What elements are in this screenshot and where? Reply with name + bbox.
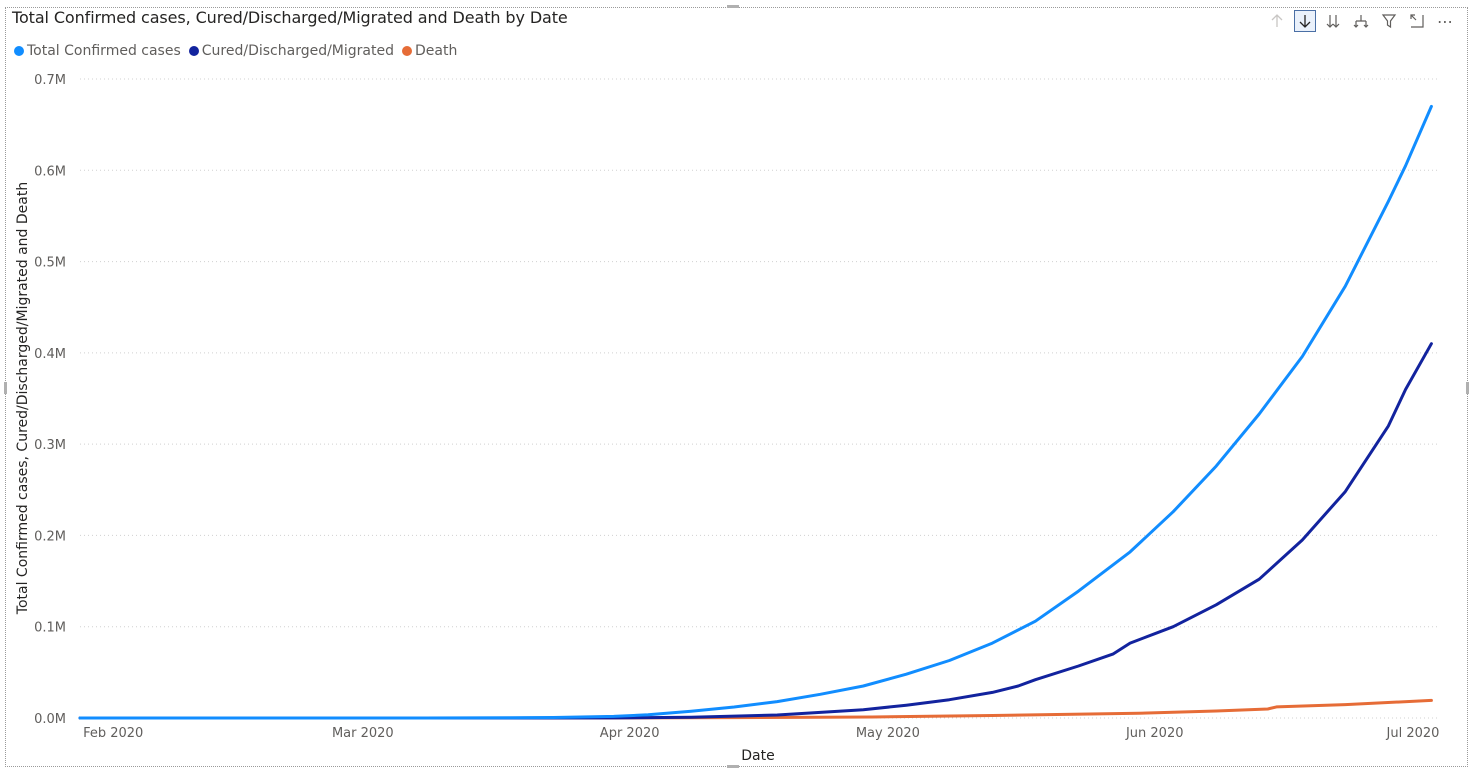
x-tick-label: Mar 2020 (332, 726, 394, 741)
y-axis-title: Total Confirmed cases, Cured/Discharged/… (15, 182, 31, 615)
x-tick-label: Jul 2020 (1386, 726, 1440, 741)
drill-down-icon[interactable] (1294, 10, 1316, 32)
legend-marker-icon (402, 46, 412, 56)
x-axis: Feb 2020 Mar 2020 Apr 2020 May 2020 Jun 2020… (83, 726, 1439, 741)
x-axis-title: Date (741, 748, 774, 764)
y-axis: 0.0M 0.1M 0.2M 0.3M 0.4M 0.5M 0.6M 0.7M (34, 73, 66, 727)
y-tick-label: 0.6M (34, 164, 66, 179)
visual-header-toolbar: ⋯ (1260, 10, 1456, 32)
legend-marker-icon (14, 46, 24, 56)
expand-all-icon[interactable] (1322, 10, 1344, 32)
hierarchy-icon[interactable] (1350, 10, 1372, 32)
y-tick-label: 0.3M (34, 438, 66, 453)
chart-title: Total Confirmed cases, Cured/Discharged/… (12, 8, 568, 27)
series-lines (78, 104, 1433, 720)
filter-icon[interactable] (1378, 10, 1400, 32)
x-tick-label: Jun 2020 (1125, 726, 1184, 741)
focus-mode-icon[interactable] (1406, 10, 1428, 32)
legend-item-death[interactable]: Death (402, 43, 457, 59)
legend-label: Death (415, 43, 458, 59)
x-tick-label: May 2020 (856, 726, 920, 741)
more-options-icon[interactable]: ⋯ (1437, 11, 1453, 31)
y-tick-label: 0.5M (34, 256, 66, 271)
series-line-cured-discharged-migrated[interactable] (78, 342, 1433, 720)
legend-item-total-confirmed[interactable]: Total Confirmed cases (14, 43, 181, 59)
gridlines (80, 78, 1440, 719)
y-tick-label: 0.0M (34, 712, 66, 727)
arrow-up-icon[interactable] (1266, 10, 1288, 32)
resize-handle-left[interactable] (4, 382, 7, 394)
legend-item-cured[interactable]: Cured/Discharged/Migrated (188, 43, 394, 59)
resize-handle-top[interactable] (727, 5, 739, 8)
resize-handle-right[interactable] (1466, 382, 1469, 394)
legend-marker-icon (188, 46, 199, 56)
series-line-total-confirmed-cases[interactable] (78, 104, 1433, 720)
y-tick-label: 0.1M (34, 621, 66, 636)
x-tick-label: Feb 2020 (83, 726, 143, 741)
resize-handle-bottom[interactable] (727, 765, 739, 768)
chart-legend: Total Confirmed cases Cured/Discharged/M… (14, 43, 465, 59)
y-tick-label: 0.4M (34, 347, 66, 362)
y-tick-label: 0.7M (34, 73, 66, 88)
y-tick-label: 0.2M (34, 529, 66, 544)
legend-label: Cured/Discharged/Migrated (201, 43, 394, 59)
x-tick-label: Apr 2020 (600, 726, 660, 741)
legend-label: Total Confirmed cases (27, 43, 181, 59)
